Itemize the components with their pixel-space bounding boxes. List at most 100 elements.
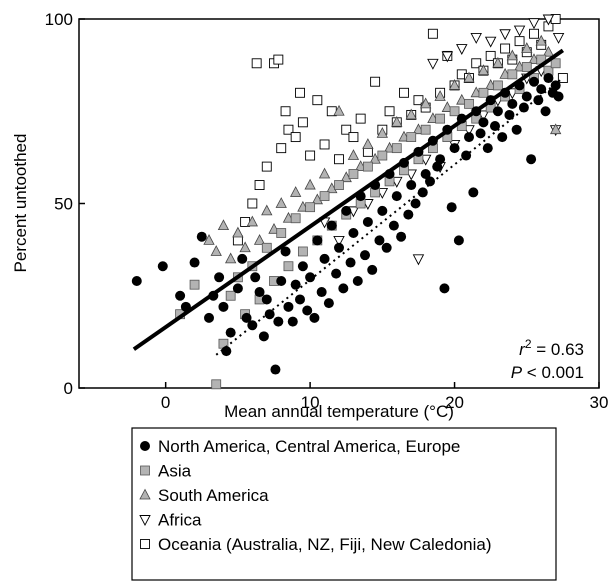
y-tick-label: 50	[54, 195, 73, 214]
data-point	[529, 28, 539, 39]
data-point	[507, 98, 518, 109]
data-point	[526, 154, 537, 165]
data-point	[399, 87, 409, 98]
data-point	[420, 124, 431, 135]
data-point	[553, 91, 564, 102]
data-point	[347, 149, 360, 160]
data-point	[360, 250, 370, 261]
data-point	[391, 191, 402, 202]
data-point	[225, 252, 237, 264]
data-point	[323, 298, 334, 309]
data-point	[492, 80, 503, 91]
data-point	[316, 287, 327, 298]
data-point	[280, 246, 291, 257]
legend-item: Asia	[140, 462, 192, 481]
data-point	[312, 235, 323, 246]
data-point	[297, 246, 308, 257]
data-point	[513, 25, 526, 37]
data-point	[341, 205, 352, 216]
data-point	[406, 132, 417, 142]
data-point	[302, 305, 313, 316]
data-point	[196, 231, 207, 242]
y-tick-label: 0	[64, 379, 73, 398]
data-point	[406, 180, 417, 191]
data-point	[420, 168, 431, 179]
data-point	[536, 84, 547, 95]
data-point	[261, 294, 272, 305]
data-point	[210, 245, 222, 256]
data-point	[253, 234, 266, 245]
y-tick-label: 100	[45, 10, 73, 29]
data-point	[355, 113, 366, 124]
data-point	[470, 33, 482, 44]
data-point	[528, 18, 540, 30]
data-point	[391, 115, 403, 127]
data-point	[420, 97, 432, 109]
data-point	[377, 205, 388, 216]
data-point	[305, 150, 316, 161]
data-point	[304, 178, 316, 190]
data-point	[334, 154, 344, 165]
data-point	[427, 58, 439, 70]
data-point	[446, 202, 457, 213]
data-point	[540, 106, 551, 117]
data-point	[550, 58, 561, 69]
data-point	[239, 241, 251, 253]
data-point	[189, 257, 200, 268]
data-point	[492, 106, 503, 117]
data-point	[319, 139, 330, 150]
data-point	[290, 213, 301, 224]
data-point	[403, 209, 414, 220]
data-point	[500, 43, 511, 54]
data-point	[557, 73, 568, 83]
data-point	[542, 14, 555, 26]
data-point	[543, 73, 554, 84]
data-point	[453, 235, 464, 246]
data-point	[261, 204, 273, 216]
data-point	[435, 154, 446, 165]
data-point	[319, 191, 330, 202]
x-tick-label: 0	[161, 393, 170, 412]
data-point	[381, 242, 392, 253]
data-point	[417, 187, 428, 198]
data-point	[218, 301, 229, 312]
data-point	[506, 49, 518, 61]
data-point	[535, 34, 547, 46]
data-point	[439, 283, 450, 294]
data-point	[497, 132, 508, 143]
data-point	[175, 290, 186, 301]
data-point	[448, 79, 461, 90]
legend-item: Oceania (Australia, NZ, Fiji, New Caledo…	[140, 535, 492, 554]
y-axis-label: Percent untoothed	[11, 134, 30, 273]
data-point	[477, 64, 490, 76]
data-point	[475, 128, 486, 139]
data-point	[305, 272, 316, 283]
data-point	[464, 98, 474, 109]
data-point	[275, 197, 287, 208]
data-point	[258, 331, 269, 342]
data-point	[521, 91, 532, 102]
data-point	[463, 71, 475, 83]
data-point	[485, 50, 496, 61]
chart-marks	[131, 14, 568, 390]
data-point	[290, 186, 302, 197]
data-point	[246, 215, 258, 227]
data-point	[376, 127, 388, 138]
data-point	[413, 95, 424, 106]
data-point	[352, 275, 363, 286]
data-point	[295, 87, 305, 98]
legend-label: South America	[158, 486, 269, 505]
legend-label: Asia	[158, 462, 192, 481]
data-point	[295, 294, 305, 305]
r-squared-annotation: r2 = 0.63	[519, 337, 584, 359]
r-squared-value: = 0.63	[532, 340, 584, 359]
x-axis-label: Mean annual temperature (°C)	[224, 402, 454, 421]
data-point	[225, 327, 236, 338]
data-point	[131, 275, 142, 286]
data-point	[471, 58, 482, 69]
data-point	[410, 198, 421, 209]
data-point	[511, 124, 522, 135]
data-point	[237, 253, 248, 264]
data-point	[287, 316, 298, 327]
data-point	[225, 290, 236, 301]
